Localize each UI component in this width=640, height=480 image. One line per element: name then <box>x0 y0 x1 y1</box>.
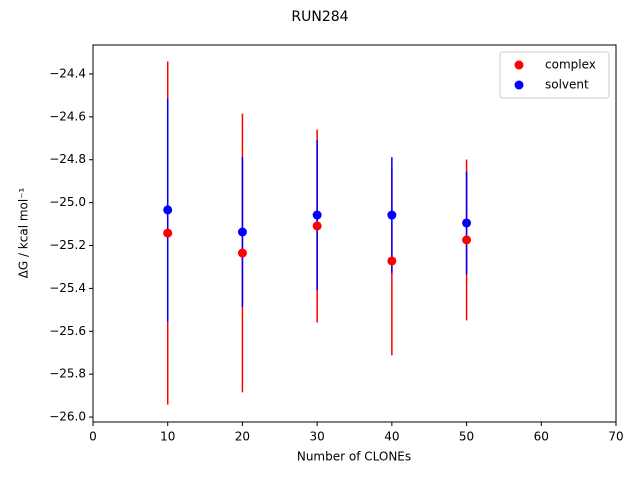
y-tick-label: −24.8 <box>49 152 86 166</box>
x-tick-label: 50 <box>459 430 474 444</box>
x-tick-label: 40 <box>384 430 399 444</box>
x-tick-label: 30 <box>310 430 325 444</box>
x-tick-label: 10 <box>160 430 175 444</box>
chart-title: RUN284 <box>291 9 348 25</box>
y-tick-label: −25.0 <box>49 195 86 209</box>
y-tick-label: −24.6 <box>49 109 86 123</box>
point <box>237 227 247 237</box>
x-tick-label: 60 <box>534 430 549 444</box>
point <box>387 256 397 266</box>
legend-marker <box>514 80 524 90</box>
legend-marker <box>514 60 524 70</box>
y-tick-label: −26.0 <box>49 410 86 424</box>
x-tick-label: 20 <box>235 430 250 444</box>
y-tick-label: −25.8 <box>49 367 86 381</box>
legend-label: solvent <box>545 78 589 92</box>
point <box>312 210 322 220</box>
point <box>163 205 173 215</box>
plot-frame <box>92 44 617 423</box>
x-tick-label: 0 <box>89 430 97 444</box>
y-axis-label: ΔG / kcal mol⁻¹ <box>17 187 31 278</box>
y-tick-label: −24.4 <box>49 66 86 80</box>
point <box>312 221 322 231</box>
y-tick-label: −25.4 <box>49 281 86 295</box>
point <box>462 235 472 245</box>
legend-box <box>499 51 610 99</box>
legend-label: complex <box>545 58 596 72</box>
y-tick-label: −25.2 <box>49 238 86 252</box>
y-tick-label: −25.6 <box>49 324 86 338</box>
point <box>462 218 472 228</box>
x-tick-label: 70 <box>608 430 623 444</box>
point <box>387 210 397 220</box>
point <box>163 228 173 238</box>
x-axis-label: Number of CLONEs <box>297 450 411 464</box>
point <box>237 248 247 258</box>
